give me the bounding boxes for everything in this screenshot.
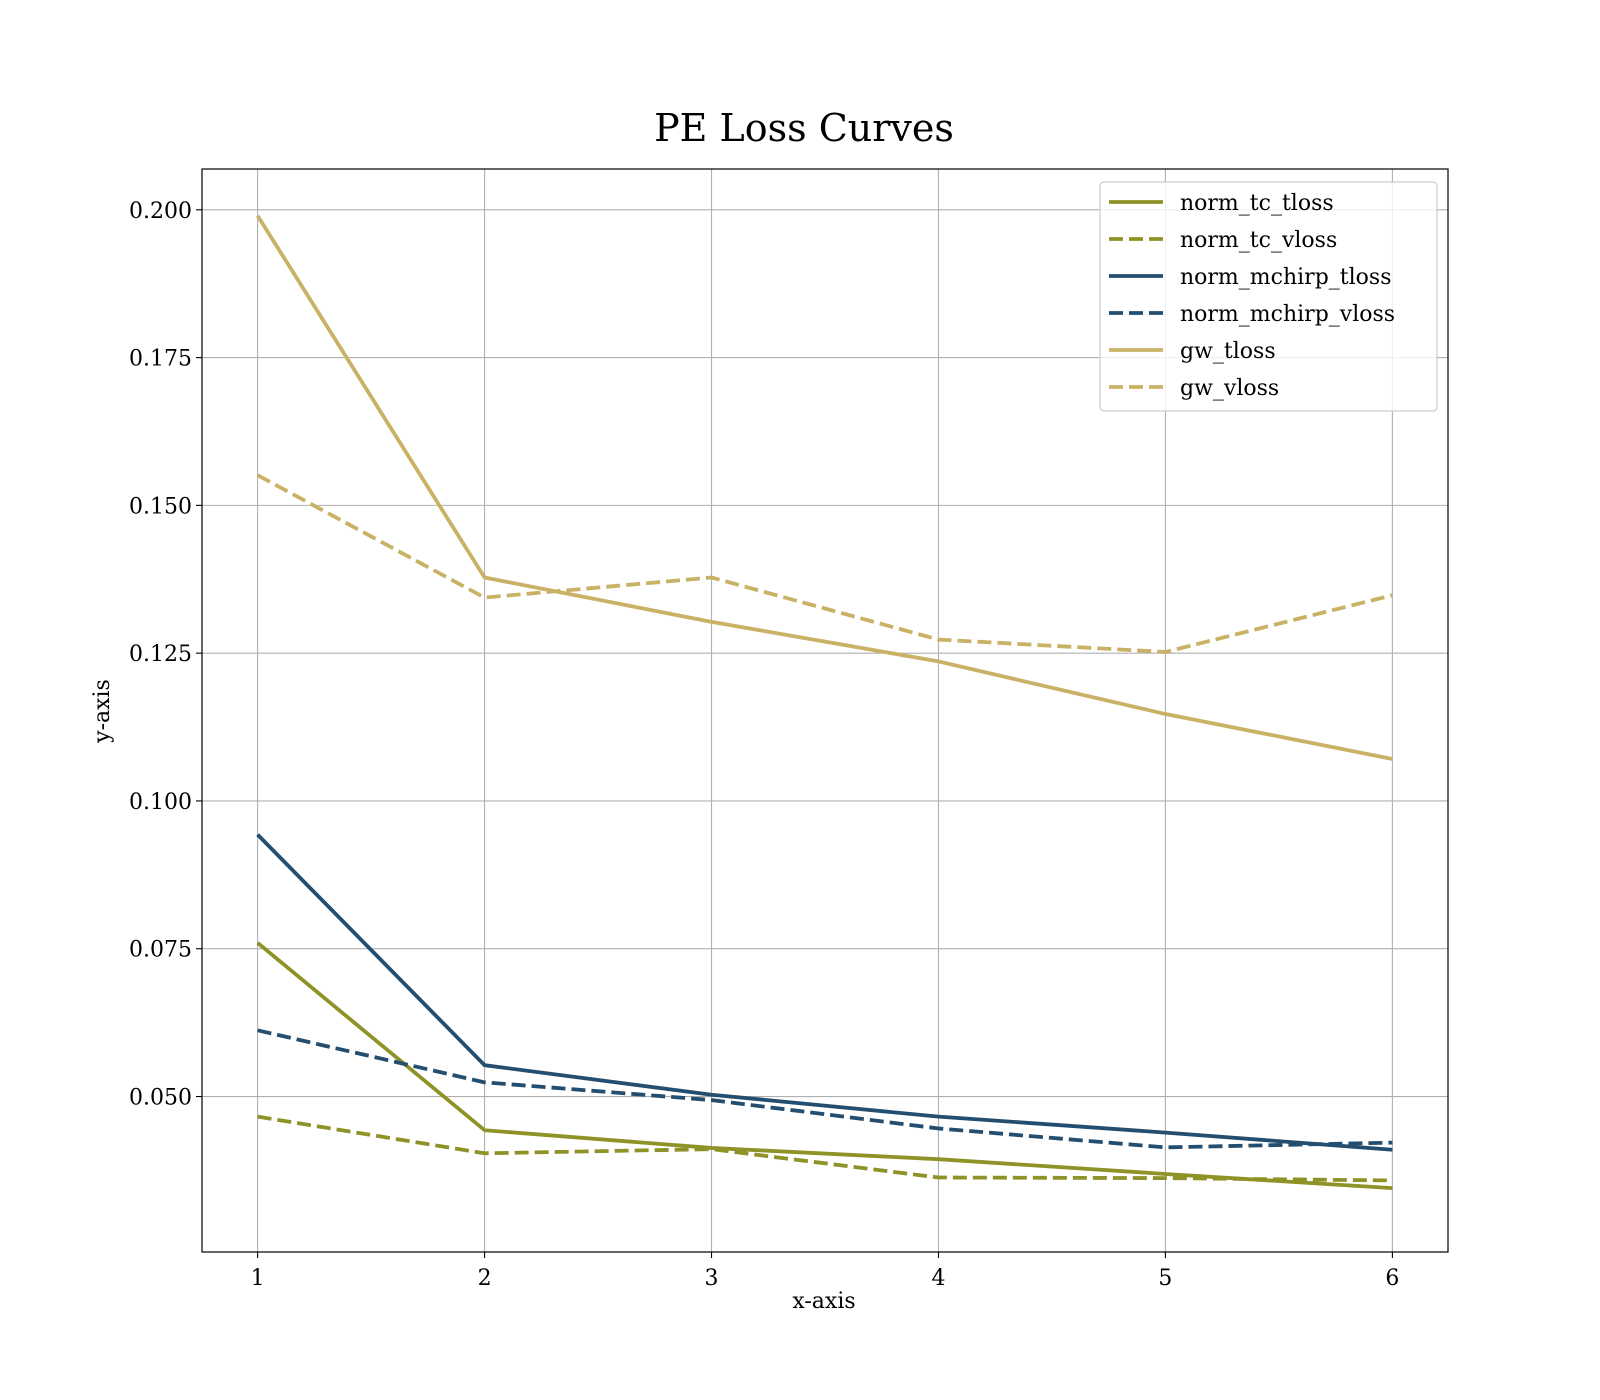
plot-series xyxy=(255,214,1393,1191)
series-line-norm-tc-vloss xyxy=(257,1114,1393,1183)
x-axis-label: x-axis xyxy=(792,1289,855,1314)
x-tick-label: 6 xyxy=(1385,1266,1399,1291)
y-axis-ticks: 0.050 0.075 0.100 0.125 0.150 0.175 0.200 xyxy=(129,199,202,1111)
y-tick-label: 0.150 xyxy=(129,494,192,519)
y-tick-label: 0.200 xyxy=(129,199,192,224)
y-tick-label: 0.100 xyxy=(129,790,192,815)
series-line-gw-vloss xyxy=(256,473,1393,654)
x-tick-label: 1 xyxy=(251,1266,265,1291)
legend-box xyxy=(1099,181,1438,412)
y-tick-label: 0.050 xyxy=(129,1086,192,1111)
x-tick-label: 4 xyxy=(931,1266,945,1291)
legend: norm_tc_tloss norm_tc_vloss norm_mchirp_tl… xyxy=(1099,181,1438,412)
legend-label: gw_tloss xyxy=(1180,339,1276,364)
chart-title: PE Loss Curves xyxy=(654,106,954,150)
series-line-norm-mchirp-tloss xyxy=(256,833,1393,1152)
x-tick-label: 5 xyxy=(1158,1266,1172,1291)
series-line-norm-tc-tloss xyxy=(256,941,1393,1191)
y-tick-label: 0.075 xyxy=(129,938,192,963)
plot-frame xyxy=(201,168,1449,1253)
x-axis-ticks: 1 2 3 4 5 6 xyxy=(251,1252,1399,1291)
y-tick-label: 0.175 xyxy=(129,347,192,372)
legend-label: norm_mchirp_tloss xyxy=(1180,265,1391,290)
legend-label: norm_tc_tloss xyxy=(1180,191,1334,216)
x-tick-label: 2 xyxy=(478,1266,492,1291)
legend-label: norm_mchirp_vloss xyxy=(1180,302,1395,327)
x-tick-label: 3 xyxy=(705,1266,719,1291)
y-axis-label: y-axis xyxy=(90,679,115,744)
series-line-gw-tloss xyxy=(255,214,1393,761)
legend-label: norm_tc_vloss xyxy=(1180,228,1337,253)
grid xyxy=(202,169,1448,1252)
legend-label: gw_vloss xyxy=(1180,376,1279,401)
y-tick-label: 0.125 xyxy=(129,642,192,667)
